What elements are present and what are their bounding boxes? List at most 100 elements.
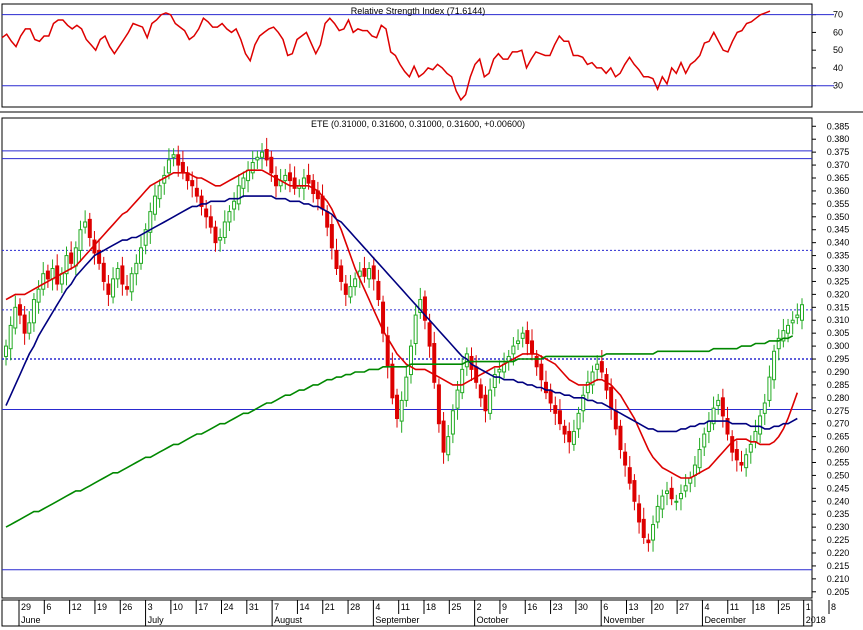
candle-body xyxy=(218,236,223,241)
price-tick-label: 0.380 xyxy=(827,134,850,144)
price-tick-label: 0.350 xyxy=(827,212,850,222)
candle-body xyxy=(767,376,772,401)
candle-body xyxy=(376,280,381,301)
candle-body xyxy=(152,195,157,215)
price-tick-label: 0.385 xyxy=(827,121,850,131)
x-tick-label: 2 xyxy=(477,602,482,612)
candle-body xyxy=(367,268,372,280)
candle-body xyxy=(539,363,544,381)
x-tick-label: 29 xyxy=(21,602,31,612)
x-tick-label: 24 xyxy=(224,602,234,612)
candle-body xyxy=(455,389,460,409)
candle-body xyxy=(613,410,618,430)
x-tick-label: 26 xyxy=(122,602,132,612)
candle-body xyxy=(106,283,111,295)
candle-body xyxy=(227,211,232,223)
x-tick-label: 19 xyxy=(97,602,107,612)
price-tick-label: 0.325 xyxy=(827,276,850,286)
candle-body xyxy=(250,161,255,174)
price-tick-label: 0.250 xyxy=(827,470,850,480)
x-tick-label: 12 xyxy=(72,602,82,612)
candle-body xyxy=(236,185,241,205)
candle-body xyxy=(334,249,339,270)
candle-body xyxy=(22,314,27,334)
candle-body xyxy=(567,430,572,443)
candle-body xyxy=(450,410,455,435)
candle-body xyxy=(665,490,670,495)
month-label: 2018 xyxy=(806,615,826,625)
month-label: November xyxy=(603,615,645,625)
candle-body xyxy=(125,286,130,290)
price-tick-label: 0.295 xyxy=(827,354,850,364)
candle-body xyxy=(623,451,628,466)
candle-body xyxy=(120,265,125,285)
x-axis: 29 6 12 19 26 3 10 17 24 31 7 14 21 28 4 11 18 25 2 9 16 23 30… xyxy=(1,599,836,627)
x-tick-label: 8 xyxy=(831,602,836,612)
price-tick-label: 0.260 xyxy=(827,445,850,455)
candle-body xyxy=(753,430,758,443)
candle-body xyxy=(557,410,562,425)
candle-body xyxy=(739,461,744,466)
candle-body xyxy=(706,420,711,432)
x-tick-label: 31 xyxy=(249,602,259,612)
candle-body xyxy=(553,405,558,414)
candle-body xyxy=(325,211,330,228)
month-label: August xyxy=(274,615,303,625)
candle-body xyxy=(511,345,516,355)
candle-body xyxy=(627,467,632,484)
candle-body xyxy=(269,156,274,174)
candle-body xyxy=(725,418,730,435)
candle-body xyxy=(716,399,721,407)
candle-body xyxy=(609,386,614,409)
candle-body xyxy=(4,345,8,357)
candle-body xyxy=(222,221,227,238)
candle-body xyxy=(246,169,251,182)
candle-body xyxy=(381,301,386,334)
candle-body xyxy=(73,247,78,267)
x-tick-label: 4 xyxy=(375,602,380,612)
candle-body xyxy=(692,464,697,476)
candle-body xyxy=(790,319,795,324)
price-panel: 0.385 0.380 0.375 0.370 0.365 0.360 0.355 0.350… xyxy=(1,117,850,599)
candle-body xyxy=(264,149,269,161)
candle-body xyxy=(27,322,32,334)
candle-body xyxy=(36,288,41,303)
price-title: ETE (0.31000, 0.31600, 0.31000, 0.31600,… xyxy=(311,119,525,129)
candle-body xyxy=(422,296,427,321)
candle-body xyxy=(548,389,553,404)
candle-body xyxy=(571,430,576,445)
candle-body xyxy=(599,361,604,373)
price-tick-label: 0.225 xyxy=(827,535,850,545)
candle-body xyxy=(194,187,199,197)
candle-body xyxy=(525,330,530,345)
candle-body xyxy=(31,299,36,324)
candle-body xyxy=(17,304,22,316)
x-tick-label: 16 xyxy=(527,602,537,612)
candle-body xyxy=(408,345,413,376)
candle-body xyxy=(590,371,595,386)
candle-body xyxy=(129,273,134,293)
price-tick-label: 0.375 xyxy=(827,147,850,157)
x-tick-label: 6 xyxy=(46,602,51,612)
candle-body xyxy=(255,156,260,161)
x-tick-label: 25 xyxy=(451,602,461,612)
price-tick-label: 0.290 xyxy=(827,367,850,377)
candle-body xyxy=(13,306,18,329)
candle-body xyxy=(697,449,702,469)
candle-body xyxy=(232,200,237,210)
x-tick-label: 17 xyxy=(198,602,208,612)
candle-body xyxy=(576,412,581,430)
candle-body xyxy=(427,322,432,347)
candle-body xyxy=(353,278,358,288)
candle-body xyxy=(651,524,656,541)
candle-body xyxy=(781,330,786,342)
candle-body xyxy=(655,505,660,523)
price-tick-label: 0.235 xyxy=(827,509,850,519)
rsi-tick-label: 60 xyxy=(833,27,843,37)
candle-body xyxy=(711,407,716,425)
candle-body xyxy=(287,172,292,182)
candle-body xyxy=(101,262,106,282)
candle-body xyxy=(301,177,306,189)
x-tick-label: 6 xyxy=(603,602,608,612)
